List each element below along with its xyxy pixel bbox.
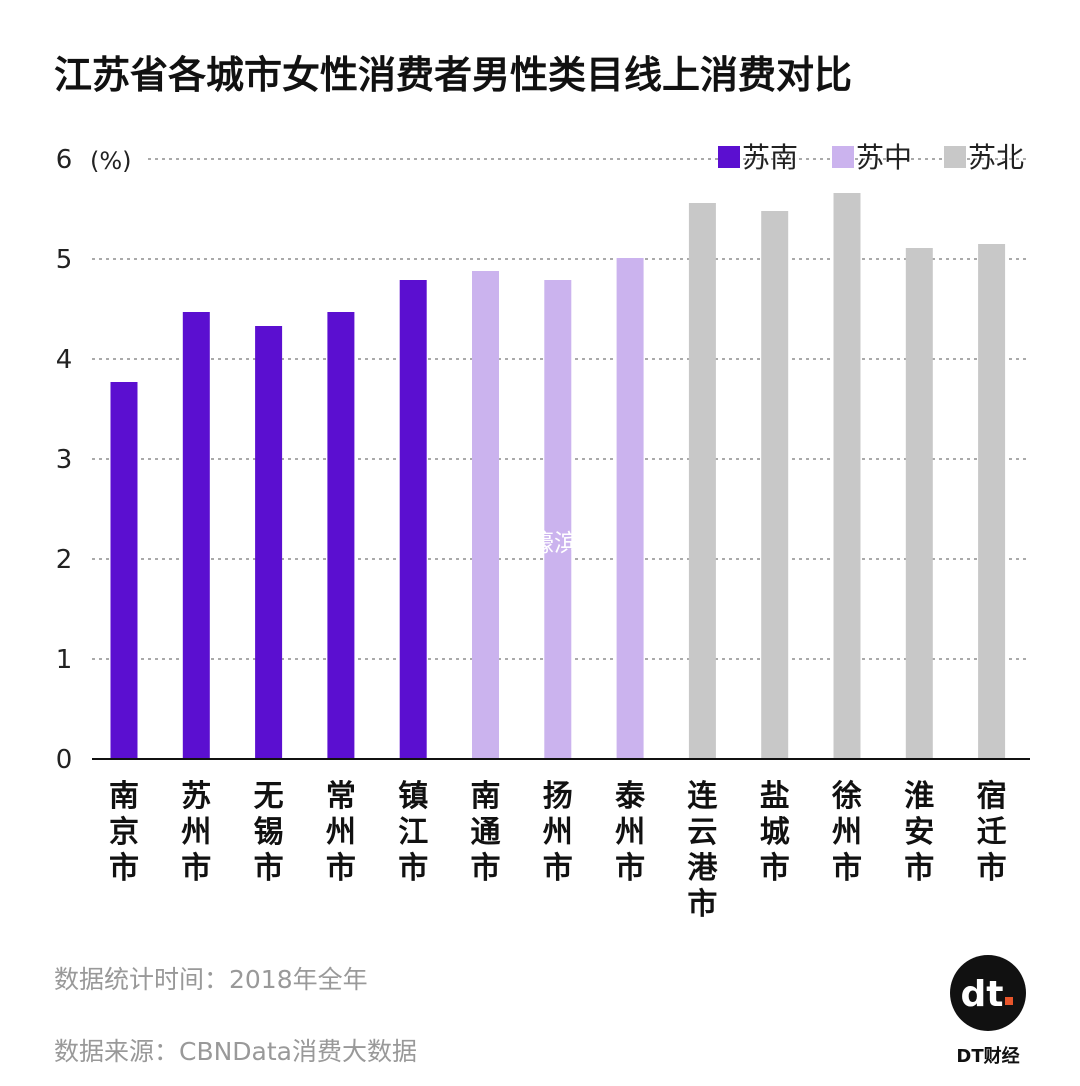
y-tick-label: 2 bbox=[56, 545, 73, 575]
brand-logo-text: dt bbox=[961, 974, 1004, 1015]
chart-title: 江苏省各城市女性消费者男性类目线上消费对比 bbox=[54, 53, 852, 97]
legend-swatch bbox=[718, 146, 740, 168]
brand-name: DT财经 bbox=[956, 1045, 1019, 1067]
legend-label: 苏中 bbox=[856, 141, 912, 174]
x-tick-label: 宿迁市 bbox=[977, 779, 1007, 886]
x-tick-label: 盐城市 bbox=[760, 779, 790, 886]
bar bbox=[978, 244, 1006, 759]
footer-source: 数据来源：CBNData消费大数据 bbox=[54, 1037, 417, 1066]
y-axis: 0 1 2 3 4 5 6 bbox=[56, 145, 73, 775]
legend-swatch bbox=[832, 146, 854, 168]
x-tick-label: 泰州市 bbox=[615, 779, 646, 886]
bar bbox=[255, 326, 283, 759]
x-tick-label: 苏州市 bbox=[181, 779, 211, 886]
y-unit-label: (%) bbox=[90, 147, 132, 175]
bars bbox=[110, 193, 1006, 759]
brand-logo-dot bbox=[1005, 997, 1013, 1005]
legend: 苏南 苏中 苏北 bbox=[718, 141, 1024, 174]
bar bbox=[688, 203, 716, 759]
brand-logo: dt bbox=[950, 955, 1026, 1031]
x-tick-label: 无锡市 bbox=[254, 779, 284, 886]
y-tick-label: 1 bbox=[56, 645, 73, 675]
watermark-text: @濠滨 bbox=[506, 529, 578, 557]
x-tick-label: 常州市 bbox=[326, 779, 356, 886]
y-tick-label: 3 bbox=[56, 445, 73, 475]
brand-logo-circle bbox=[950, 955, 1026, 1031]
legend-label: 苏南 bbox=[742, 141, 798, 174]
bar bbox=[327, 312, 355, 759]
legend-label: 苏北 bbox=[968, 141, 1024, 174]
bar bbox=[182, 312, 210, 759]
x-tick-label: 扬州市 bbox=[543, 779, 573, 886]
footer-stat-time: 数据统计时间：2018年全年 bbox=[54, 965, 368, 994]
legend-swatch bbox=[944, 146, 966, 168]
y-tick-label: 0 bbox=[56, 745, 73, 775]
x-tick-label: 徐州市 bbox=[831, 779, 862, 886]
bar bbox=[616, 258, 644, 759]
bar bbox=[110, 382, 138, 759]
y-tick-label: 5 bbox=[56, 245, 73, 275]
bar bbox=[905, 248, 933, 759]
bar bbox=[472, 271, 499, 759]
x-tick-label: 南京市 bbox=[109, 779, 139, 886]
y-tick-label: 6 bbox=[56, 145, 73, 175]
bar bbox=[761, 211, 789, 759]
x-tick-label: 镇江市 bbox=[398, 779, 428, 886]
bar bbox=[833, 193, 861, 759]
x-tick-label: 连云港市 bbox=[687, 779, 718, 922]
x-axis: 南京市 苏州市 无锡市 常州市 镇江市 南通市 扬州市 泰州市 连云港市 盐城市 徐州市 淮安市 宿迁市 bbox=[109, 779, 1007, 922]
bar bbox=[544, 280, 572, 759]
bar bbox=[399, 280, 427, 759]
x-tick-label: 淮安市 bbox=[904, 779, 934, 886]
y-tick-label: 4 bbox=[56, 345, 73, 375]
x-tick-label: 南通市 bbox=[471, 779, 501, 886]
